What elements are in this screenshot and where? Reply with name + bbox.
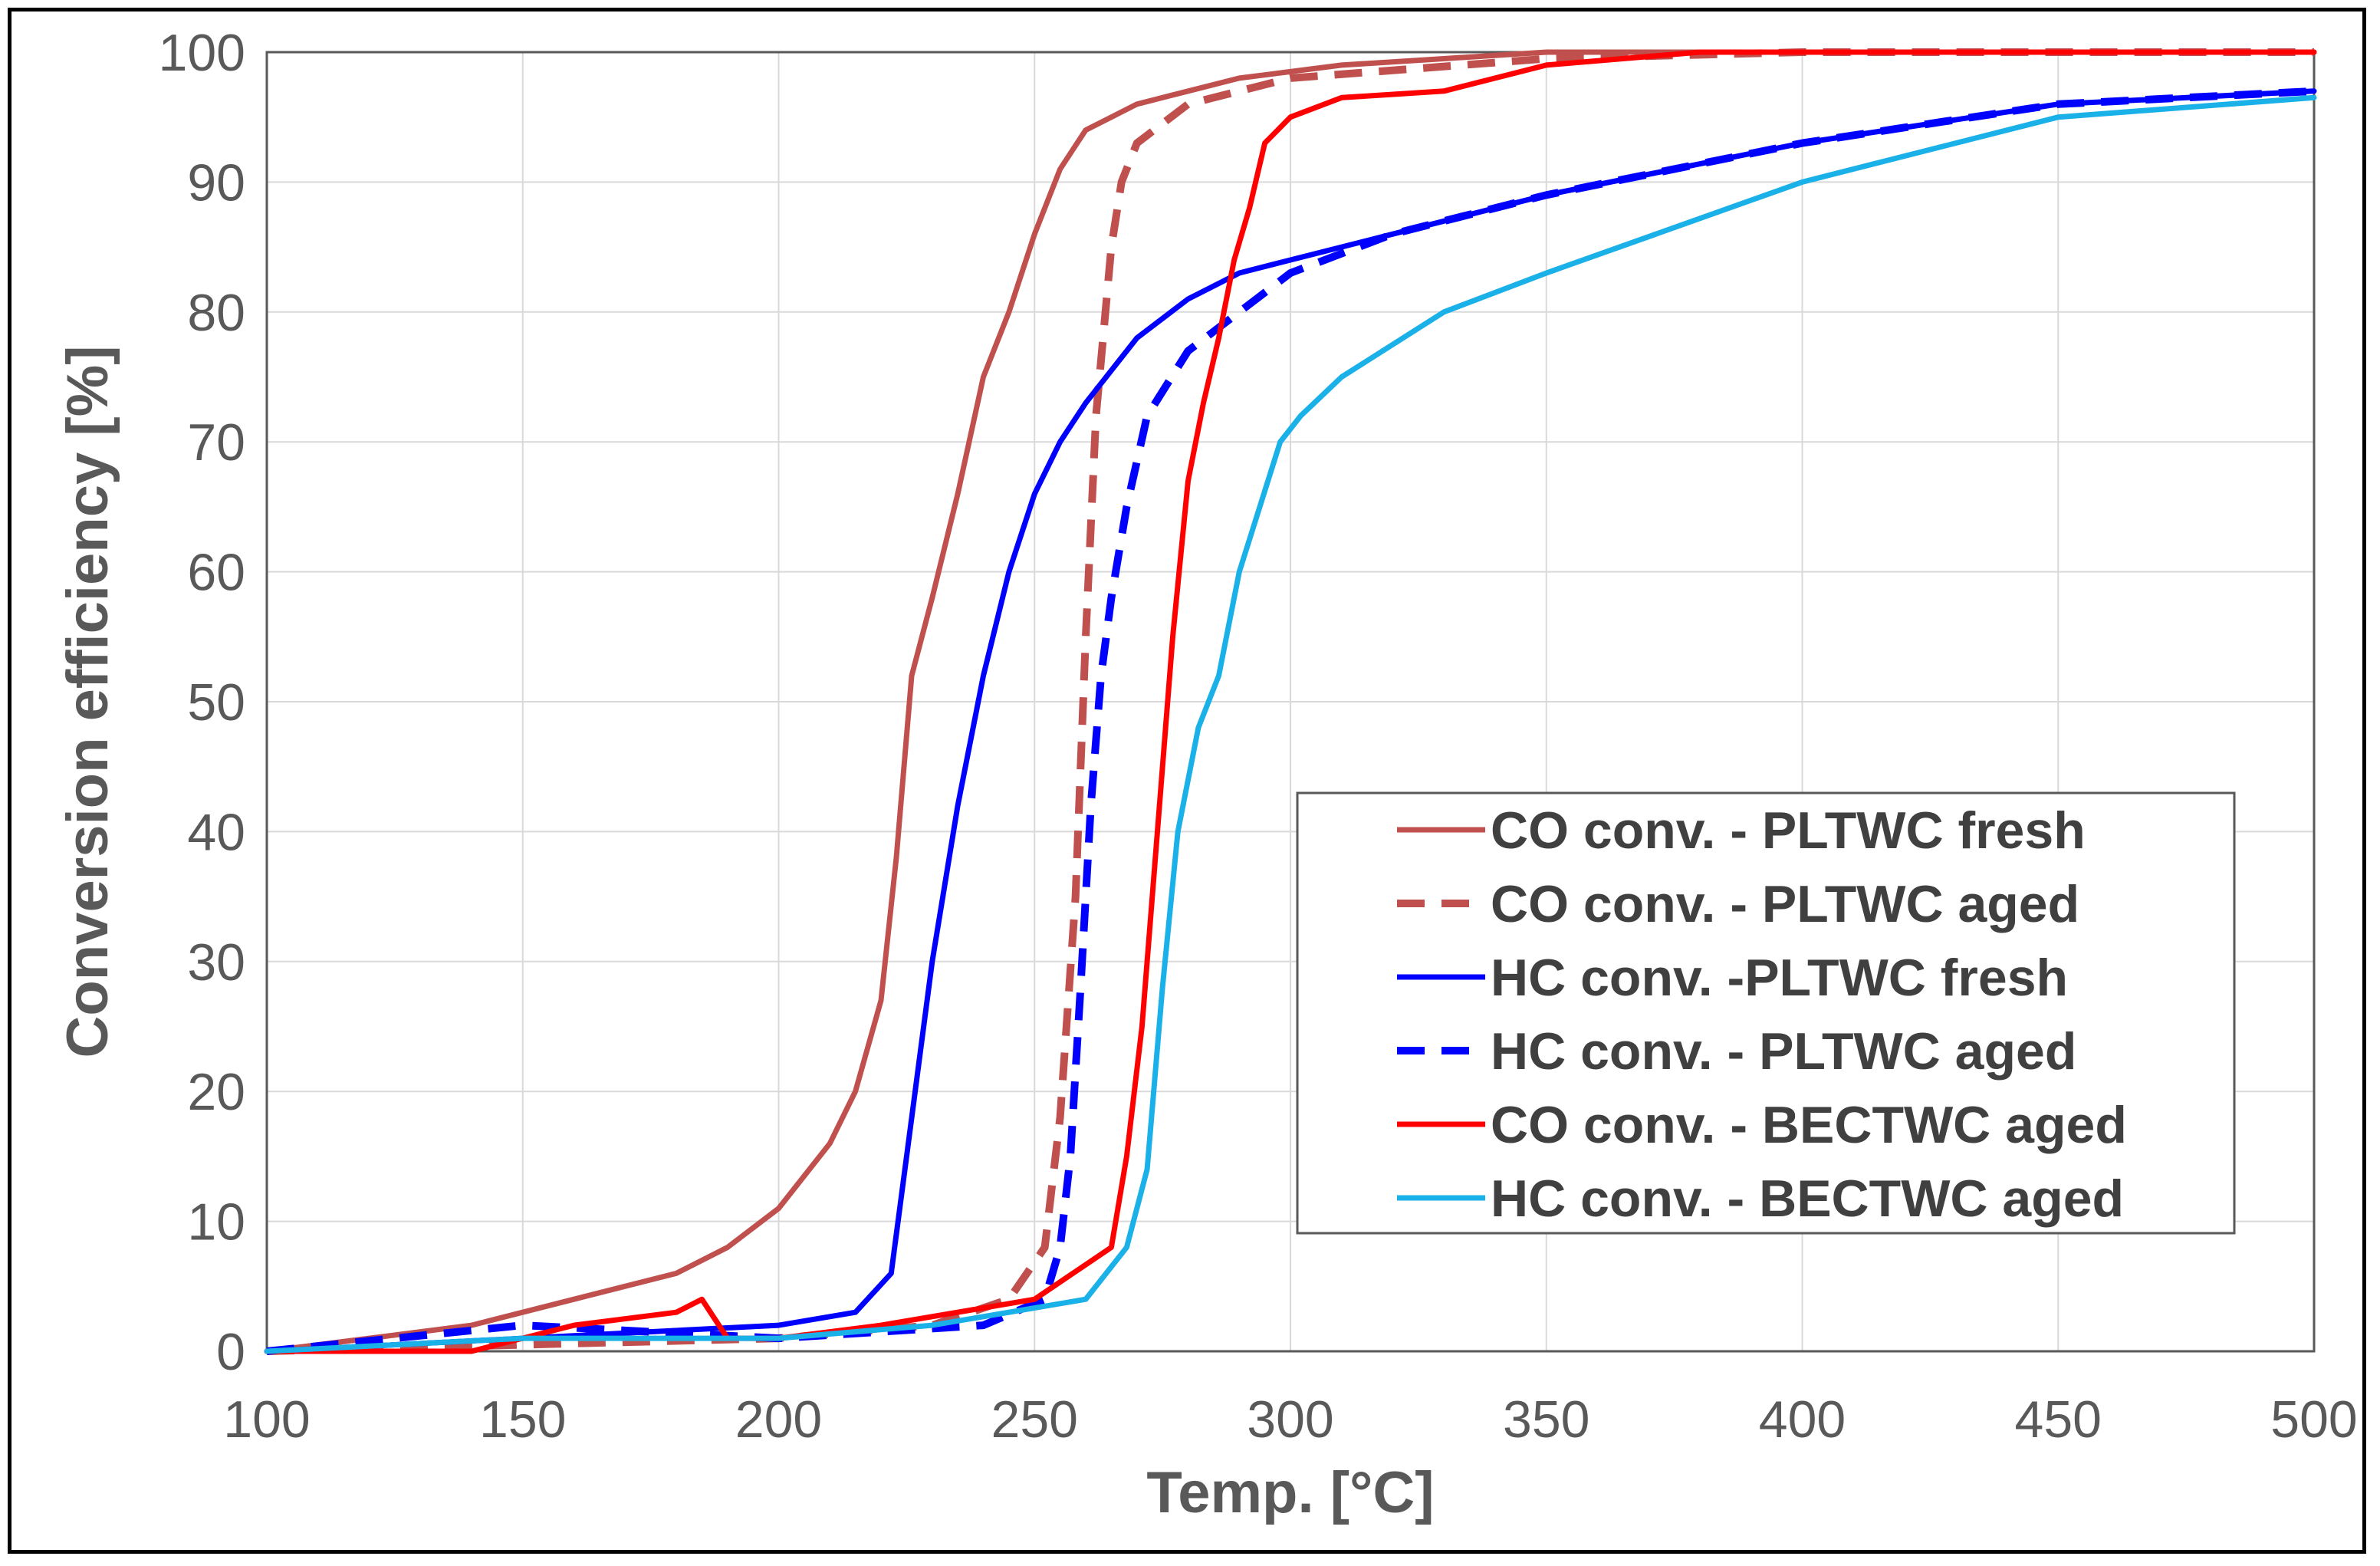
x-tick-label: 450 (2015, 1390, 2102, 1449)
x-tick-label: 500 (2270, 1390, 2357, 1449)
y-tick-label: 30 (187, 933, 245, 992)
series-line-1 (264, 49, 2317, 1354)
legend-label: CO conv. - PLTWC aged (1491, 875, 2079, 933)
legend-label: HC conv. - PLTWC aged (1491, 1022, 2076, 1081)
y-tick-label: 10 (187, 1193, 245, 1252)
x-tick-label: 250 (991, 1390, 1078, 1449)
y-tick-label: 70 (187, 413, 245, 472)
y-tick-label: 50 (187, 673, 245, 732)
x-tick-label: 400 (1759, 1390, 1846, 1449)
legend-label: HC conv. - BECTWC aged (1491, 1170, 2124, 1228)
legend-label: CO conv. - PLTWC fresh (1491, 801, 2086, 860)
plot-area-border (265, 51, 2316, 1353)
y-tick-label: 20 (187, 1063, 245, 1121)
legend: CO conv. - PLTWC fresh CO conv. - PLTWC a… (1296, 791, 2236, 1235)
y-axis-title: Conversion efficiency [%] (55, 345, 120, 1058)
x-tick-label: 100 (223, 1390, 310, 1449)
y-tick-label: 40 (187, 803, 245, 861)
x-tick-labels: 100 150 200 250 300 350 400 450 500 (223, 1390, 2357, 1449)
x-tick-label: 150 (479, 1390, 566, 1449)
series-line-5 (264, 49, 2317, 1354)
y-tick-label: 90 (187, 153, 245, 212)
legend-label: HC conv. -PLTWC fresh (1491, 949, 2068, 1007)
series-line-6 (264, 94, 2317, 1354)
x-axis-title: Temp. [°C] (1146, 1460, 1434, 1525)
y-tick-label: 80 (187, 284, 245, 342)
series-lines (264, 48, 2317, 1355)
y-tick-label: 60 (187, 544, 245, 602)
y-tick-label: 0 (216, 1323, 245, 1381)
legend-box (1296, 791, 2236, 1235)
x-tick-label: 350 (1503, 1390, 1589, 1449)
series-line-4 (266, 87, 2315, 1355)
x-tick-label: 300 (1247, 1390, 1333, 1449)
legend-label: CO conv. - BECTWC aged (1491, 1096, 2127, 1154)
y-tick-labels: 0 10 20 30 40 50 60 70 80 90 100 (159, 24, 245, 1381)
y-tick-label: 100 (159, 24, 245, 82)
x-tick-label: 200 (735, 1390, 822, 1449)
